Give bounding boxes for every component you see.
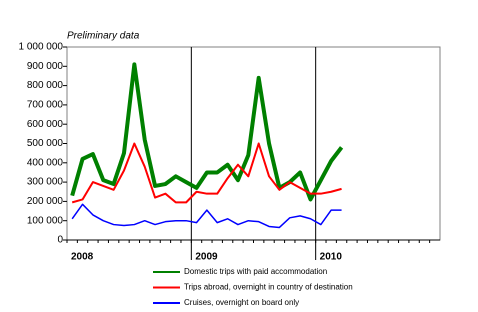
- y-tick-label: 700 000: [27, 100, 64, 111]
- series-line: [71, 203, 342, 229]
- y-tick-label: 500 000: [27, 138, 64, 149]
- x-tick-label: 2010: [320, 252, 343, 263]
- y-tick-label: 600 000: [27, 119, 64, 130]
- series-line: [71, 142, 342, 204]
- y-tick-label: 100 000: [27, 215, 64, 226]
- plot-area: [66, 46, 441, 241]
- y-tick-label: 200 000: [27, 196, 64, 207]
- y-tick-label: 400 000: [27, 157, 64, 168]
- chart-subtitle: Preliminary data: [67, 31, 140, 42]
- y-tick-label: 300 000: [27, 177, 64, 188]
- legend-label: Domestic trips with paid accommodation: [184, 267, 327, 276]
- y-tick-label: 800 000: [27, 80, 64, 91]
- x-tick-label: 2009: [195, 252, 218, 263]
- legend-label: Trips abroad, overnight in country of de…: [184, 283, 353, 292]
- legend-label: Cruises, overnight on board only: [184, 298, 299, 307]
- y-tick-label: 1 000 000: [19, 42, 64, 53]
- y-tick-label: 900 000: [27, 61, 64, 72]
- y-tick-label: 0: [57, 235, 63, 246]
- series-line: [70, 62, 344, 202]
- x-tick-label: 2008: [71, 252, 94, 263]
